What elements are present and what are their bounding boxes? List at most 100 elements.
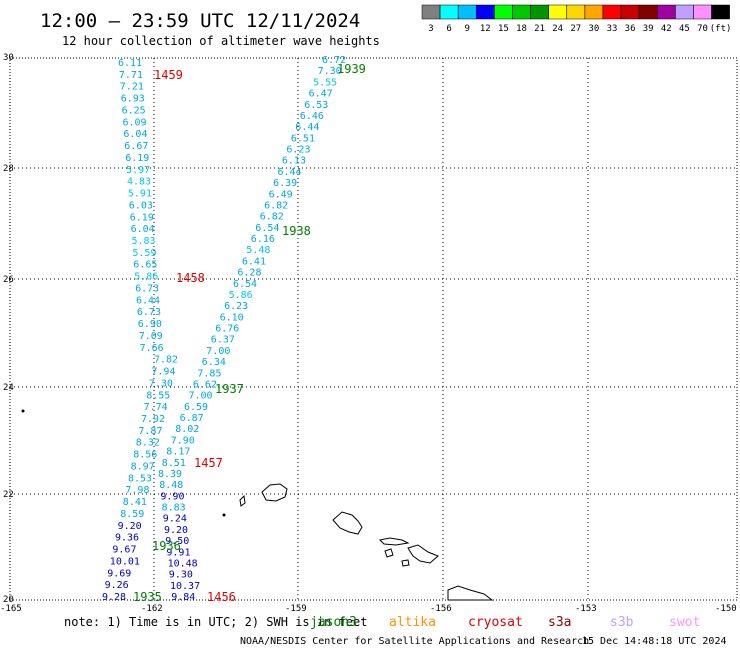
swh-value: 9.84 (171, 592, 195, 603)
swh-value: 6.54 (233, 279, 257, 290)
legend-swatch (584, 4, 604, 20)
swh-value: 8.83 (162, 503, 186, 514)
legend-label: 24 (552, 24, 563, 34)
swh-value: 9.24 (163, 514, 187, 525)
swh-value: 8.97 (131, 462, 155, 473)
legend-swatch (566, 4, 586, 20)
legend-swatch (421, 4, 441, 20)
time-labels: 1459 1939 1938 1458 1937 1457 1936 1935 1456 (133, 62, 366, 604)
swh-value: 6.54 (255, 223, 279, 234)
swh-value: 6.46 (300, 111, 324, 122)
lat-tick-label: 26 (3, 275, 14, 285)
island-oahu (332, 511, 363, 535)
legend-label: (ft) (710, 24, 732, 34)
lon-tick-label: -156 (430, 604, 452, 614)
pass-time-label: 1459 (154, 68, 183, 82)
legend-label: 12 (480, 24, 491, 34)
legend-swatch (620, 4, 640, 20)
legend-label: 18 (516, 24, 527, 34)
swh-value: 10.01 (110, 556, 140, 567)
swh-value: 7.85 (197, 368, 221, 379)
swh-value: 6.90 (138, 319, 162, 330)
satellite-label: cryosat (468, 615, 523, 630)
satellite-label: s3a (548, 615, 571, 630)
pass-time-label: 1938 (282, 224, 311, 238)
page-title: 12:00 – 23:59 UTC 12/11/2024 (40, 10, 360, 32)
swh-value: 6.37 (211, 335, 235, 346)
swh-value: 5.48 (246, 245, 270, 256)
swh-value: 10.48 (168, 558, 198, 569)
legend-label: 70 (697, 24, 708, 34)
lat-tick-label: 24 (3, 383, 14, 393)
satellite-label: swot (669, 615, 700, 630)
island-niihau (239, 494, 246, 507)
island-kahoolawe (401, 559, 410, 567)
island-dot (222, 513, 226, 517)
swh-value: 6.09 (123, 117, 147, 128)
swh-value: 6.03 (129, 200, 153, 211)
swh-value: 6.82 (260, 212, 284, 223)
pass-time-label: 1457 (194, 456, 223, 470)
swh-value: 6.59 (184, 402, 208, 413)
swh-value: 9.20 (118, 521, 142, 532)
swh-value: 8.02 (175, 424, 199, 435)
swh-value: 6.47 (309, 89, 333, 100)
swh-value: 6.72 (322, 55, 346, 66)
plot-frame (9, 57, 738, 601)
legend-label: 36 (625, 24, 636, 34)
swh-value: 6.13 (282, 156, 306, 167)
swh-value: 6.73 (137, 307, 161, 318)
swh-value: 6.34 (202, 357, 226, 368)
swh-value: 6.49 (269, 189, 293, 200)
swh-value: 9.26 (105, 580, 129, 591)
legend-swatch (675, 4, 694, 20)
legend-swatch (530, 4, 549, 20)
island-hawaii (447, 585, 494, 601)
swh-value: 7.98 (125, 485, 149, 496)
legend-swatch (602, 4, 622, 20)
swh-value: 6.04 (123, 129, 147, 140)
swh-value: 8.48 (159, 480, 183, 491)
legend-label: 30 (588, 24, 599, 34)
swh-value: 7.00 (206, 346, 230, 357)
pass-time-label: 1935 (133, 590, 162, 604)
swh-value: 6.23 (286, 145, 310, 156)
swh-value: 5.97 (126, 165, 150, 176)
swh-value: 8.51 (162, 458, 186, 469)
swh-value: 4.83 (127, 177, 151, 188)
footer-note: note: 1) Time is in UTC; 2) SWH is in fe… (64, 615, 367, 629)
swh-value: 6.53 (304, 100, 328, 111)
swh-value: 5.59 (132, 248, 156, 259)
swh-value: 6.44 (278, 167, 302, 178)
swh-value: 9.36 (115, 533, 139, 544)
island-molokai (378, 537, 410, 546)
swh-value: 8.59 (120, 509, 144, 520)
swh-value: 7.94 (151, 367, 175, 378)
swh-value: 10.37 (170, 581, 200, 592)
swh-value: 7.71 (119, 70, 143, 81)
legend-swatch (693, 4, 712, 20)
swh-value: 6.11 (118, 58, 142, 69)
lon-tick-label: -150 (715, 604, 737, 614)
track-right: 6.727.305.556.476.536.466.446.516.236.13… (158, 55, 346, 603)
lon-axis: -165 -162 -159 -156 -153 -150 (0, 604, 737, 614)
graticule (10, 58, 737, 600)
lon-tick-label: -159 (285, 604, 307, 614)
swh-value: 8.39 (158, 469, 182, 480)
swh-value: 6.76 (215, 324, 239, 335)
swh-value: 6.82 (264, 200, 288, 211)
pass-time-label: 1936 (152, 539, 181, 553)
swh-value: 8.55 (146, 390, 170, 401)
swh-value: 6.51 (291, 133, 315, 144)
swh-value: 8.53 (128, 473, 152, 484)
pass-time-label: 1456 (207, 590, 236, 604)
swh-value: 6.44 (295, 122, 319, 133)
swh-value: 6.23 (224, 301, 248, 312)
swh-value: 6.67 (124, 141, 148, 152)
pass-time-label: 1458 (176, 271, 205, 285)
lon-tick-label: -165 (0, 604, 22, 614)
pass-time-label: 1939 (337, 62, 366, 76)
legend-swatch (476, 4, 495, 20)
legend-swatch (638, 4, 658, 20)
legend-label: 42 (661, 24, 672, 34)
